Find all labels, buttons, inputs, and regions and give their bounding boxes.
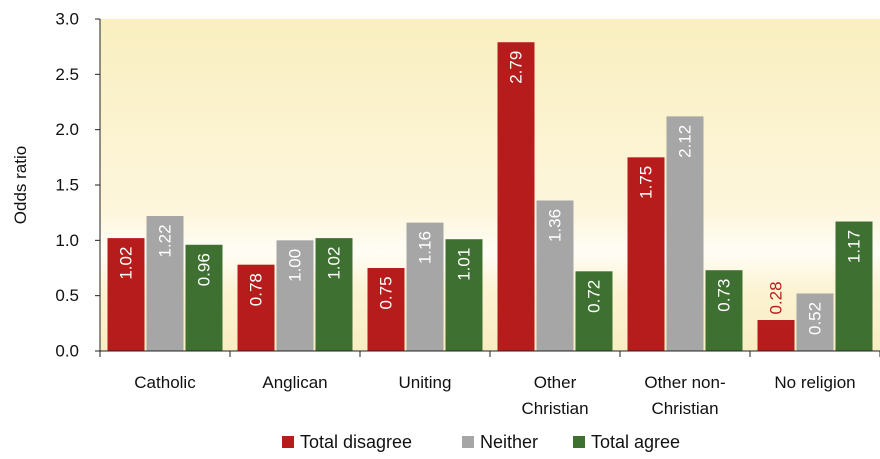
- data-label: 1.02: [117, 247, 136, 280]
- legend-swatch: [462, 436, 474, 448]
- bar-total-agree: [835, 221, 873, 351]
- bar-total-disagree: [367, 268, 405, 351]
- bar-neither: [536, 200, 574, 351]
- y-tick-label: 2.5: [55, 65, 79, 84]
- data-label: 0.78: [247, 273, 266, 306]
- bar-total-agree: [705, 270, 743, 351]
- bar-total-disagree: [237, 264, 275, 351]
- bar-total-agree: [575, 271, 613, 351]
- y-tick-label: 2.0: [55, 120, 79, 139]
- plot-area: [100, 19, 880, 351]
- bar-neither: [276, 240, 314, 351]
- bar-total-disagree: [627, 157, 665, 351]
- bar-neither: [796, 293, 834, 351]
- bar-total-agree: [315, 238, 353, 351]
- data-label: 0.28: [767, 281, 786, 314]
- x-category-label: Christian: [651, 399, 718, 418]
- data-label: 1.36: [546, 209, 565, 242]
- x-category-label: Other: [534, 373, 577, 392]
- y-tick-label: 1.5: [55, 176, 79, 195]
- data-label: 1.01: [455, 248, 474, 281]
- data-label: 1.02: [325, 247, 344, 280]
- x-category-label: Anglican: [262, 373, 327, 392]
- data-label: 1.16: [416, 231, 435, 264]
- bar-total-disagree: [497, 42, 535, 352]
- y-tick-label: 0.5: [55, 286, 79, 305]
- data-label: 2.79: [507, 51, 526, 84]
- legend-swatch: [282, 436, 294, 448]
- y-tick-label: 0.0: [55, 342, 79, 361]
- x-category-label: Catholic: [134, 373, 196, 392]
- x-category-label: No religion: [774, 373, 855, 392]
- x-category-label: Other non-: [644, 373, 725, 392]
- data-label: 0.52: [806, 302, 825, 335]
- legend-label: Total disagree: [300, 432, 412, 452]
- data-label: 1.17: [845, 230, 864, 263]
- data-label: 0.73: [715, 279, 734, 312]
- bar-neither: [406, 222, 444, 351]
- bar-total-disagree: [757, 320, 795, 351]
- y-tick-label: 3.0: [55, 10, 79, 29]
- bar-total-agree: [185, 244, 223, 351]
- data-label: 0.96: [195, 253, 214, 286]
- data-label: 2.12: [676, 125, 695, 158]
- legend-label: Total agree: [591, 432, 680, 452]
- y-tick-label: 1.0: [55, 231, 79, 250]
- data-label: 0.75: [377, 276, 396, 309]
- bar-neither: [146, 215, 184, 351]
- x-category-label: Christian: [521, 399, 588, 418]
- data-label: 0.72: [585, 280, 604, 313]
- bar-total-agree: [445, 239, 483, 351]
- y-axis-title: Odds ratio: [11, 146, 30, 224]
- bar-total-disagree: [107, 238, 145, 351]
- x-category-label: Uniting: [399, 373, 452, 392]
- legend-swatch: [573, 436, 585, 448]
- bar-neither: [666, 116, 704, 352]
- legend-label: Neither: [480, 432, 538, 452]
- data-label: 1.22: [156, 224, 175, 257]
- data-label: 1.75: [637, 166, 656, 199]
- data-label: 1.00: [286, 249, 305, 282]
